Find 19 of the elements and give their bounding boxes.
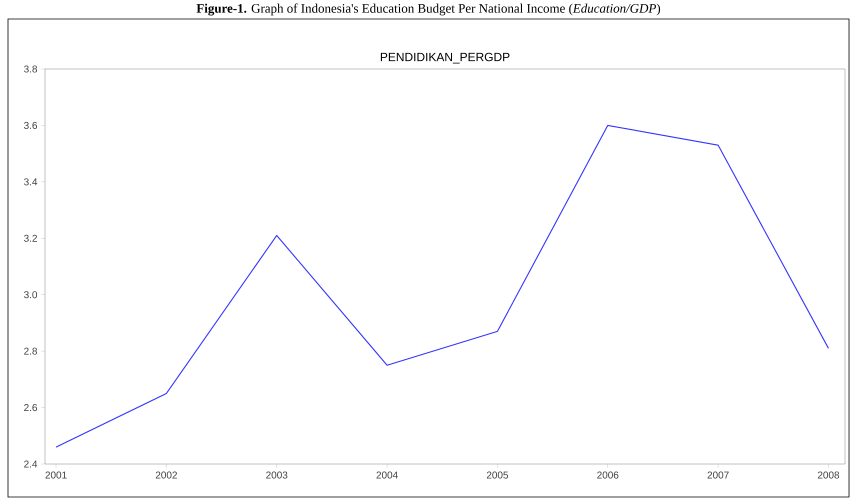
y-tick-label: 3.6 <box>24 122 38 129</box>
chart-subtitle: PENDIDIKAN_PERGDP <box>380 52 510 64</box>
x-tick-label: 2006 <box>597 472 618 479</box>
x-tick-label: 2003 <box>266 472 288 479</box>
x-tick-label: 2008 <box>818 472 840 479</box>
x-tick-label: 2004 <box>376 472 398 479</box>
y-tick-label: 2.6 <box>24 404 38 412</box>
y-tick-label: 3.4 <box>24 178 38 186</box>
y-tick-label: 3.2 <box>24 234 37 242</box>
y-tick-label: 2.4 <box>24 460 38 468</box>
x-tick-label: 2005 <box>486 472 508 479</box>
chart-title: Figure-1. Graph of Indonesia's Education Budget Per National Income (Education/GDP) <box>196 4 660 16</box>
y-tick-label: 2.8 <box>24 348 38 355</box>
y-tick-label: 3.8 <box>24 65 38 73</box>
y-tick-label: 3.0 <box>24 291 38 298</box>
line-series <box>55 124 830 448</box>
x-tick-label: 2007 <box>708 472 729 479</box>
x-tick-label: 2002 <box>156 472 177 479</box>
x-tick-label: 2001 <box>45 472 67 479</box>
